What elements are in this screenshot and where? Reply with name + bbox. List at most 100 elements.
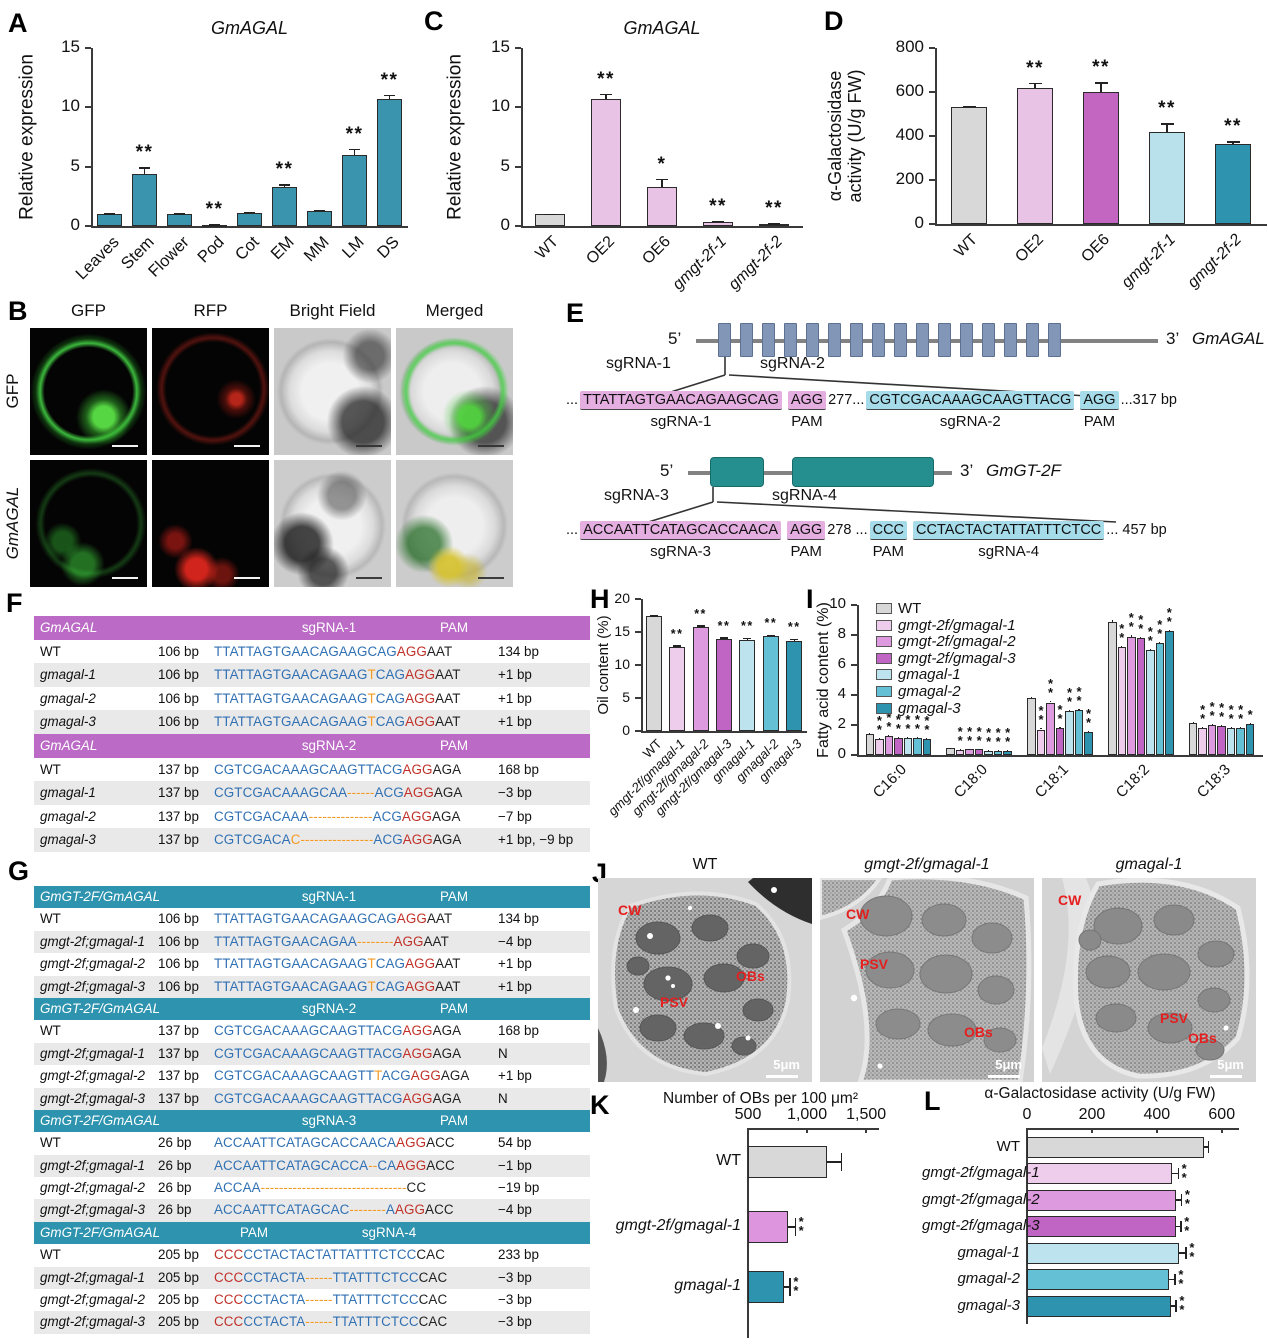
x-axis xyxy=(91,226,408,228)
sequence: CCCCCTACTA------TTATTTCTCCCAC xyxy=(214,1311,498,1333)
scale-bar xyxy=(234,445,260,447)
error-cap xyxy=(720,637,728,639)
significance-marker: ** xyxy=(976,723,982,748)
table-row: gmagal-1 137 bp CGTCGACAAAGCAA------ACGAGG… xyxy=(34,781,590,805)
sequence-segment: ACG xyxy=(372,808,402,824)
significance-marker: ** xyxy=(764,616,778,631)
seq-ellipsis: ... xyxy=(566,522,579,538)
edit-result: −1 bp xyxy=(498,1157,532,1173)
sequence-segment: TTATTTCTCC xyxy=(332,1269,419,1285)
error-bar xyxy=(1169,1278,1175,1281)
category-label: gmagal-1 xyxy=(957,1243,1020,1261)
sequence: TTATTAGTGAACAGAAGCAGAGGAAT xyxy=(214,640,498,664)
sequence-segment: TTATTAGTGAACAGAA xyxy=(214,933,357,949)
genotype-name: gmgt-2f;gmagal-1 xyxy=(40,1045,145,1061)
sequence-segment: ------ xyxy=(347,785,375,801)
bar xyxy=(739,639,756,731)
bar xyxy=(703,221,733,226)
sequence-segment: TTATTAGTGAACAGAAGCAG xyxy=(214,643,397,659)
error-cap xyxy=(712,220,724,223)
category-label: WT xyxy=(996,1137,1020,1155)
significance-marker: ** xyxy=(895,712,901,736)
significance-marker: ** xyxy=(765,198,783,220)
category-label: gmagal-2 xyxy=(957,1270,1020,1288)
sequence-segment: AGA xyxy=(432,1023,462,1039)
table-row: gmgt-2f;gmagal-3 106 bp TTATTAGTGAACAGAAGT… xyxy=(34,975,590,998)
sequence-segment: TTATTAGTGAACAGAAG xyxy=(214,978,368,994)
sequence-segment: CAC xyxy=(418,1269,448,1285)
bar xyxy=(1215,143,1251,224)
significance-marker: ** xyxy=(886,709,892,734)
table-row: WT 137 bp CGTCGACAAAGCAAGTTACGAGGAGA 168 bp xyxy=(34,1020,590,1043)
panel-a-expression-chart: GmAGAL Relative expression 0 5 10 15 Leaves ** S… xyxy=(0,0,420,292)
sequence: CGTCGACAAAGCAAGTTACGAGGAGA xyxy=(214,1020,498,1042)
significance-marker: ** xyxy=(1057,701,1063,726)
error-bar xyxy=(1178,1252,1186,1254)
significance-marker: * xyxy=(657,153,667,175)
amplicon-length: 26 bp xyxy=(158,1202,192,1218)
micrograph-gfp-gfp xyxy=(30,328,147,455)
five-prime-label: 5’ xyxy=(668,329,682,348)
error-bar xyxy=(1040,728,1042,730)
bar xyxy=(377,99,402,226)
sequence-segment: AGA xyxy=(432,808,461,824)
sequence-segment: AGG xyxy=(405,667,436,683)
section-gene-name: GmGT-2F/GmAGAL xyxy=(40,889,161,904)
table-row: gmgt-2f;gmagal-3 26 bp ACCAATTCATAGCAC----… xyxy=(34,1199,590,1222)
section-gene-name: GmGT-2F/GmAGAL xyxy=(40,1000,161,1016)
y-tick xyxy=(851,754,857,756)
significance-marker: ** xyxy=(798,1214,804,1238)
legend-label: gmagal-3 xyxy=(898,699,961,717)
table-row: gmgt-2f;gmagal-2 26 bp ACCAA--------------… xyxy=(34,1177,590,1200)
edit-result: 134 bp xyxy=(498,643,539,659)
sequence-segment: AGG xyxy=(401,808,432,824)
y-axis-label: Relative expression xyxy=(444,54,466,220)
sequence-segment: AGA xyxy=(432,832,462,848)
error-bar xyxy=(1030,696,1033,698)
sequence-segment: T xyxy=(367,956,376,972)
pam4-column: CCC PAM xyxy=(869,521,908,560)
sequence: TTATTAGTGAACAGAA--------AGGAAT xyxy=(214,931,498,953)
legend-label: WT xyxy=(898,600,922,617)
panel-a-label: A xyxy=(8,8,28,38)
error-bar xyxy=(1168,629,1170,632)
error-bar xyxy=(1170,1305,1176,1307)
tem-illustration xyxy=(1042,878,1256,1082)
bar xyxy=(97,214,122,226)
sequence-segment: T xyxy=(367,978,376,994)
sequence: CCCCCTACTA------TTATTTCTCCCAC xyxy=(214,1267,498,1289)
error-bar xyxy=(827,1161,841,1163)
error-cap xyxy=(656,178,668,181)
edit-result: N xyxy=(498,1045,508,1061)
genotype-name: gmgt-2f;gmagal-2 xyxy=(40,956,145,972)
x-axis xyxy=(747,1128,879,1130)
error-bar xyxy=(1059,726,1061,728)
significance-marker: ** xyxy=(787,620,801,635)
y-tick xyxy=(85,225,91,227)
sequence: TTATTAGTGAACAGAAGTCAGAGGAAT xyxy=(214,953,498,975)
y-tick xyxy=(635,598,641,600)
sequence-segment: AGG xyxy=(402,1090,433,1106)
significance-marker: ** xyxy=(1200,702,1206,727)
x-tick-label: 200 xyxy=(1078,1106,1106,1123)
amplicon-length: 205 bp xyxy=(158,1292,199,1308)
section-col-label: sgRNA-1 xyxy=(301,620,357,635)
error-bar xyxy=(1140,636,1142,638)
panel-g-label: G xyxy=(8,856,30,886)
sequence: CCCCCTACTA------TTATTTCTCCCAC xyxy=(214,1289,498,1311)
edit-result: −3 bp xyxy=(498,1292,532,1308)
legend-swatch xyxy=(876,686,892,697)
table-section-header: GmAGAL sgRNA-2 PAM xyxy=(34,733,590,758)
sequence-segment: AAT xyxy=(435,978,461,994)
sequence-segment: CA xyxy=(377,1157,397,1173)
error-bar xyxy=(926,737,928,739)
scale-bar xyxy=(988,1075,1020,1078)
sequence-segment: TTATTAGTGAACAGAAG xyxy=(214,690,368,706)
cell-wall-annotation: CW xyxy=(846,906,870,922)
three-prime-label: 3’ xyxy=(1166,329,1180,348)
section-gene-name: GmGT-2F/GmAGAL xyxy=(40,1112,161,1128)
edit-result: −3 bp xyxy=(498,785,532,801)
bar xyxy=(875,738,884,755)
error-bar xyxy=(1068,709,1071,711)
sgrna2-column: CGTCGACAAAGCAAGTTACG sgRNA-2 xyxy=(866,391,1075,430)
